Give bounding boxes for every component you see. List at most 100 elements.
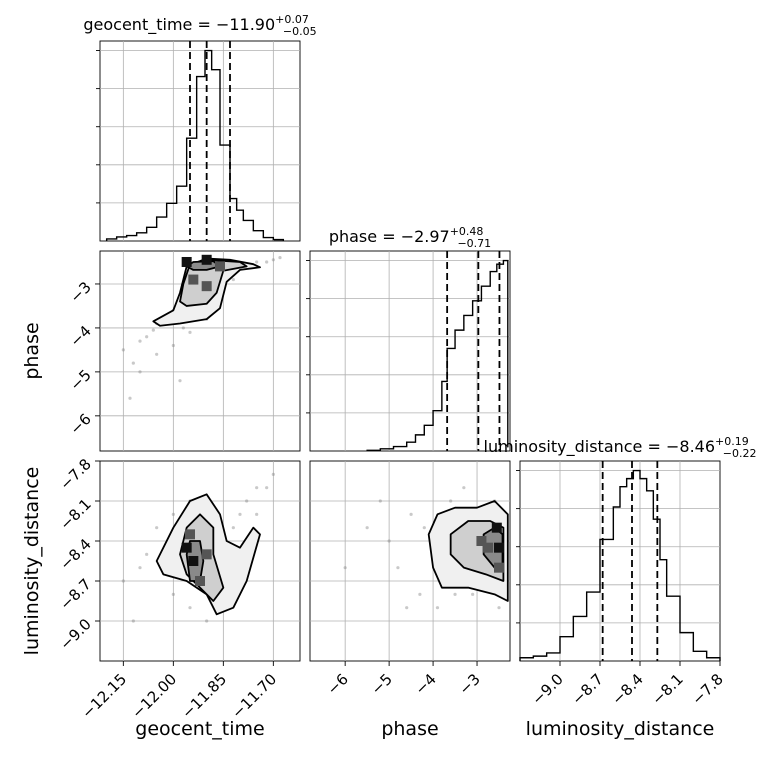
sample-point [409, 512, 413, 516]
sample-point [255, 260, 259, 264]
density-cell [201, 549, 212, 560]
panel-2d-geocent-time-luminosity-distance [99, 460, 301, 662]
sample-point [138, 566, 142, 570]
sample-point [171, 592, 175, 596]
density-cell [494, 542, 505, 553]
panel-frame [309, 250, 511, 452]
y-axis-label-phase: phase [21, 322, 43, 379]
panel-hist-luminosity-distance: luminosity_distance = −8.46+0.19 −0.22 [484, 435, 757, 662]
panel-grid [306, 251, 510, 451]
sample-point [422, 526, 426, 530]
sample-point [128, 396, 132, 400]
panel-frame [99, 250, 301, 452]
panel-grid [100, 251, 300, 451]
histogram-step [105, 49, 285, 241]
density-cell [476, 536, 487, 546]
hist-title-eq: = [192, 15, 216, 34]
density-cell [215, 261, 225, 272]
x-axis-label-phase: phase [381, 718, 438, 740]
sample-point [155, 352, 159, 356]
panel-marks [121, 254, 282, 400]
x-ticks-geocent-time: −12.15−12.00−11.85−11.70 [78, 661, 280, 722]
hist-title-plus: +0.48 [450, 225, 484, 238]
x-tick-label: −7.8 [688, 670, 726, 708]
density-cell [494, 562, 505, 573]
hist-title-geocent-time: geocent_time = −11.90+0.07 −0.05 [83, 13, 316, 38]
y-tick-label: −3 [66, 278, 94, 306]
sample-point [231, 277, 235, 282]
sample-point [265, 486, 269, 490]
sample-point [245, 499, 249, 503]
x-tick-label: −11.85 [178, 670, 230, 722]
sample-point [365, 526, 369, 530]
hist-title-minus: −0.22 [723, 447, 757, 460]
sample-point [462, 486, 466, 490]
panel-2d-phase-luminosity-distance [309, 460, 511, 662]
panel-grid [516, 461, 720, 661]
x-ticks-luminosity-distance: −9.0 −8.7 −8.4 −8.1 −7.8 [528, 661, 727, 709]
hist-title-luminosity-distance: luminosity_distance = −8.46+0.19 −0.22 [484, 435, 757, 460]
x-tick-label: −8.7 [568, 670, 606, 708]
sample-point [188, 330, 192, 334]
y-ticks-phase: −6 −5 −4 −3 [66, 278, 100, 438]
y-tick-label: −8.7 [56, 575, 94, 613]
sample-point [145, 552, 149, 556]
y-tick-label: −4 [66, 322, 94, 350]
hist-title-phase: phase = −2.97+0.48 −0.71 [329, 225, 491, 250]
sample-point [205, 619, 209, 623]
sample-point [181, 326, 185, 330]
panel-2d-geocent-time-phase [99, 250, 301, 452]
x-tick-label: −8.4 [608, 670, 646, 708]
density-cell [181, 542, 192, 553]
hist-title-value: −11.90 [216, 15, 275, 34]
y-axis-label-luminosity-distance: luminosity_distance [21, 467, 43, 656]
sample-point [171, 512, 175, 516]
panel-marks [121, 472, 275, 623]
x-tick-label: −3 [455, 670, 483, 698]
sample-point [151, 328, 155, 332]
hist-title-value: −8.46 [666, 437, 715, 456]
sample-point [255, 512, 259, 516]
density-cell [185, 529, 195, 540]
sample-point [138, 370, 142, 374]
y-tick-label: −6 [66, 410, 94, 438]
x-axis-label-luminosity-distance: luminosity_distance [526, 718, 715, 740]
panel-marks [105, 41, 285, 241]
hist-title-label: geocent_time [83, 15, 192, 35]
sample-point [145, 335, 149, 339]
panel-frame [99, 40, 301, 242]
sample-point [271, 258, 275, 262]
sample-point [188, 606, 192, 610]
x-tick-label: −5 [368, 670, 396, 698]
sample-point [255, 486, 259, 490]
x-tick-label: −12.00 [128, 670, 180, 722]
hist-title-minus: −0.71 [457, 237, 491, 250]
sample-point [497, 606, 501, 610]
sample-point [271, 472, 275, 476]
sample-point [178, 379, 182, 383]
hist-title-minus: −0.05 [283, 25, 317, 38]
y-tick-label: −7.8 [56, 455, 94, 493]
y-tick-label: −8.4 [56, 535, 94, 573]
panel-frame [99, 460, 301, 662]
panel-hist-geocent-time: geocent_time = −11.90+0.07 −0.05 [83, 13, 317, 242]
y-tick-label: −5 [66, 366, 94, 394]
sample-point [453, 592, 457, 596]
sample-point [378, 499, 382, 503]
x-tick-label: −8.1 [648, 670, 686, 708]
y-tick-label: −8.1 [56, 495, 94, 533]
sample-point [171, 343, 175, 348]
sample-point [471, 592, 475, 596]
sample-point [231, 526, 235, 530]
sample-point [238, 512, 242, 516]
density-cell [201, 281, 212, 292]
sample-point [435, 606, 440, 610]
hist-title-eq: = [642, 437, 666, 456]
x-tick-label: −6 [324, 670, 352, 698]
sample-point [155, 526, 159, 530]
x-tick-label: −12.15 [78, 670, 130, 722]
panel-frame [519, 460, 721, 662]
hist-title-label: luminosity_distance [484, 437, 643, 457]
histogram-step [366, 259, 509, 451]
hist-title-plus: +0.19 [715, 435, 749, 448]
